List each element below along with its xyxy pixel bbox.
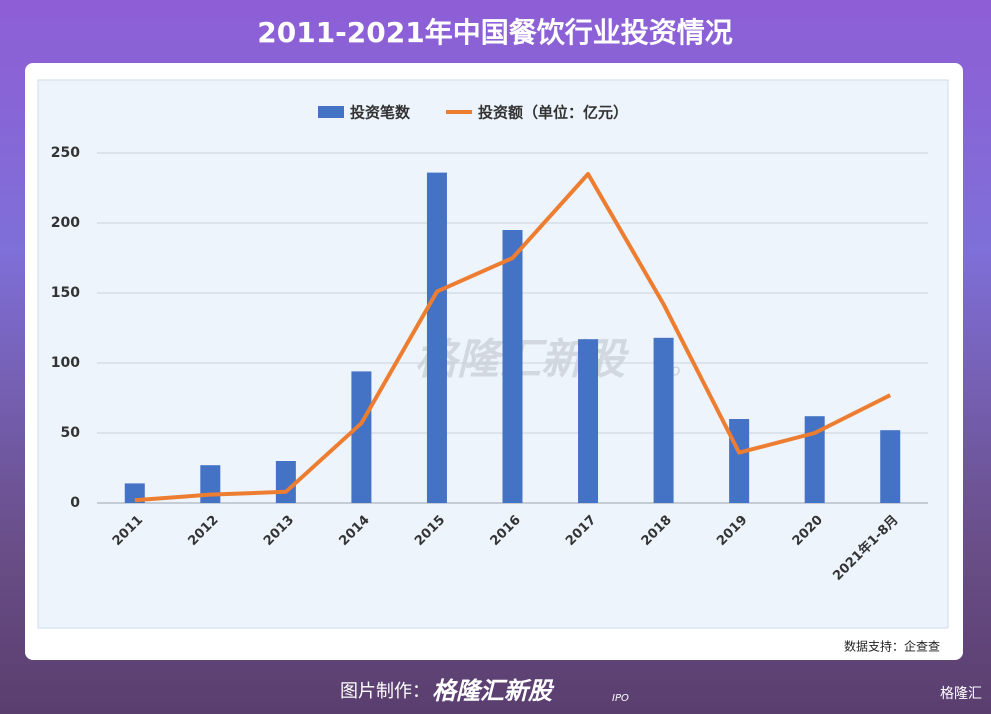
bar xyxy=(653,337,674,503)
footer-brand: 格隆汇新股 xyxy=(432,677,555,705)
footer-label: 图片制作： xyxy=(340,681,430,702)
bar xyxy=(729,419,750,503)
legend-label: 投资笔数 xyxy=(350,104,411,122)
source: 数据支持：企查查 xyxy=(844,639,940,654)
y-tick-label: 200 xyxy=(51,215,80,231)
legend-swatch xyxy=(318,106,344,118)
y-tick-label: 100 xyxy=(51,355,80,371)
bar xyxy=(804,416,825,503)
bar xyxy=(880,430,901,503)
bar xyxy=(200,465,221,503)
bar xyxy=(578,339,599,503)
bar xyxy=(502,230,523,503)
bar xyxy=(275,461,296,503)
bar xyxy=(351,371,372,503)
y-tick-label: 250 xyxy=(51,145,80,161)
footer-tag: IPO xyxy=(612,693,629,704)
corner-logo: 格隆汇 xyxy=(940,686,982,702)
chart-title: 2011-2021年中国餐饮行业投资情况 xyxy=(257,16,732,49)
y-tick-label: 50 xyxy=(61,425,81,441)
legend-label: 投资额（单位：亿元） xyxy=(478,104,628,122)
plot-area xyxy=(37,79,949,629)
y-tick-label: 150 xyxy=(51,285,80,301)
bar xyxy=(426,172,447,503)
y-tick-label: 0 xyxy=(70,495,80,511)
line xyxy=(134,172,892,503)
